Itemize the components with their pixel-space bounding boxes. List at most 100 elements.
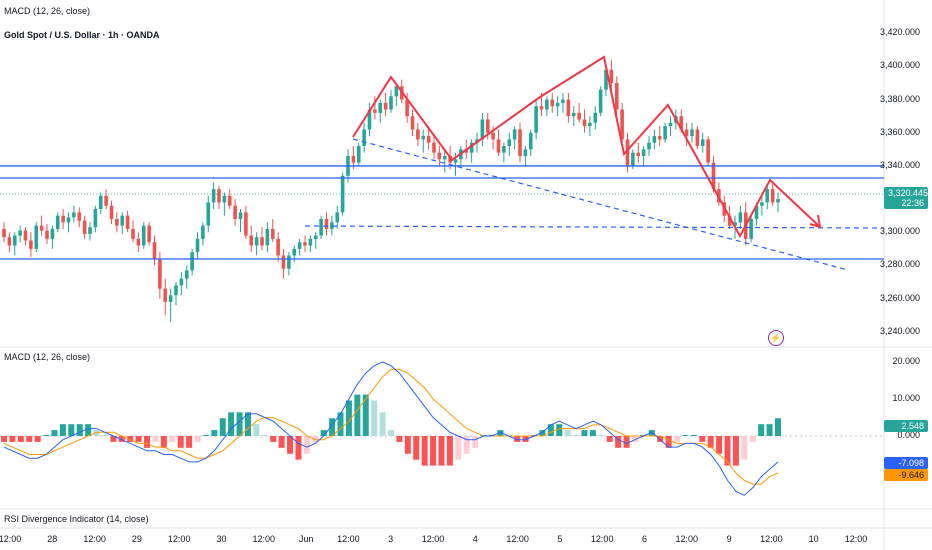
histogram-bar [564, 430, 571, 436]
candle-body [485, 119, 490, 133]
candle-body [249, 235, 254, 246]
candle-body [410, 116, 415, 130]
histogram-bar [707, 436, 714, 448]
candle-body [566, 99, 571, 117]
histogram-bar [228, 412, 235, 436]
candle-body [700, 139, 705, 147]
candle-body [201, 225, 205, 239]
histogram-bar [43, 435, 50, 436]
histogram-bar [34, 436, 41, 442]
candle-body [313, 235, 318, 239]
candle-body [77, 212, 82, 221]
candle-body [2, 228, 6, 238]
flash-icon[interactable]: ⚡ [768, 330, 784, 346]
candle-body [104, 195, 108, 206]
candle-body [690, 129, 694, 137]
candle-body [39, 225, 44, 231]
rsi-pane-label[interactable]: RSI Divergence Indicator (14, close) [4, 514, 149, 524]
candle-body [12, 235, 17, 246]
candle-body [620, 109, 624, 140]
candle-body [609, 69, 614, 84]
histogram-bar [110, 436, 117, 442]
candle-body [405, 99, 409, 117]
candle-body [82, 220, 87, 234]
time-tick: 29 [131, 534, 142, 544]
candle-body [663, 126, 667, 140]
time-tick: 4 [472, 534, 478, 544]
candle-body [319, 218, 323, 236]
candle-body [270, 228, 275, 239]
histogram-bar [455, 436, 462, 460]
histogram-bar [68, 424, 75, 436]
arrow-head-icon [809, 214, 822, 229]
candle-body [356, 146, 361, 163]
histogram-bar [741, 436, 748, 460]
price-tick: 3,360.000 [879, 126, 920, 137]
candle-body [442, 155, 447, 160]
candle-body [421, 136, 426, 140]
histogram-badge: 2.548 [884, 420, 928, 432]
macd-line [3, 361, 779, 496]
candle-body [760, 202, 764, 206]
macd-pane-label[interactable]: MACD (12, 26, close) [4, 352, 91, 362]
last-price-badge: 3,320.445 22:36 [884, 187, 928, 209]
histogram-bar [303, 436, 310, 454]
candle-body [711, 162, 716, 190]
candle-body [561, 99, 565, 103]
candle-body [147, 225, 151, 243]
candle-body [292, 248, 297, 256]
histogram-bar [413, 436, 420, 460]
histogram-bar [539, 430, 546, 436]
time-tick: 3 [388, 534, 394, 544]
histogram-bar [135, 436, 142, 442]
candle-body [98, 195, 103, 210]
histogram-bar [547, 424, 554, 436]
histogram-bar [766, 424, 773, 436]
candle-body [233, 205, 237, 219]
price-tick: 3,260.000 [879, 292, 920, 303]
histogram-bar [404, 436, 411, 454]
candle-body [636, 152, 641, 156]
last-price-value: 3,320.445 [888, 188, 929, 198]
time-tick: 5 [557, 534, 563, 544]
top-indicator-label[interactable]: MACD (12, 26, close) [4, 6, 91, 16]
candle-body [254, 237, 259, 246]
candle-body [679, 116, 684, 130]
candle-body [588, 122, 592, 127]
histogram-bar [556, 424, 563, 436]
candle-body [238, 212, 243, 219]
candle-body [141, 225, 146, 246]
candle-body [534, 106, 538, 133]
candle-body [652, 136, 657, 143]
candle-body [695, 129, 700, 147]
candle-body [260, 237, 264, 246]
candle-body [120, 215, 125, 226]
histogram-bar [219, 418, 226, 436]
candle-body [168, 295, 173, 302]
symbol-title: Gold Spot / U.S. Dollar · 1h · OANDA [4, 30, 160, 40]
histogram-bar [631, 436, 638, 442]
candle-body [50, 228, 55, 239]
candle-body [72, 212, 76, 218]
candle-body [88, 227, 92, 234]
candle-body [227, 195, 232, 206]
histogram-bar [606, 436, 613, 442]
time-tick: 12:00 [675, 534, 699, 544]
candle-body [437, 152, 442, 160]
histogram-bar [93, 430, 100, 436]
histogram-bar [514, 436, 521, 442]
histogram-bar [446, 436, 453, 466]
candle-body [625, 139, 630, 166]
candle-body [480, 119, 485, 140]
signal-value-badge: -9.646 [884, 469, 928, 481]
candle-body [776, 199, 780, 203]
candle-body [152, 242, 157, 259]
candle-body [351, 155, 356, 163]
candle-body [367, 109, 372, 130]
time-tick: 12:00 [167, 534, 191, 544]
histogram-bar [430, 436, 437, 466]
candle-body [7, 237, 12, 246]
macd-tick: 20.000 [892, 356, 920, 366]
histogram-bar [118, 436, 125, 442]
